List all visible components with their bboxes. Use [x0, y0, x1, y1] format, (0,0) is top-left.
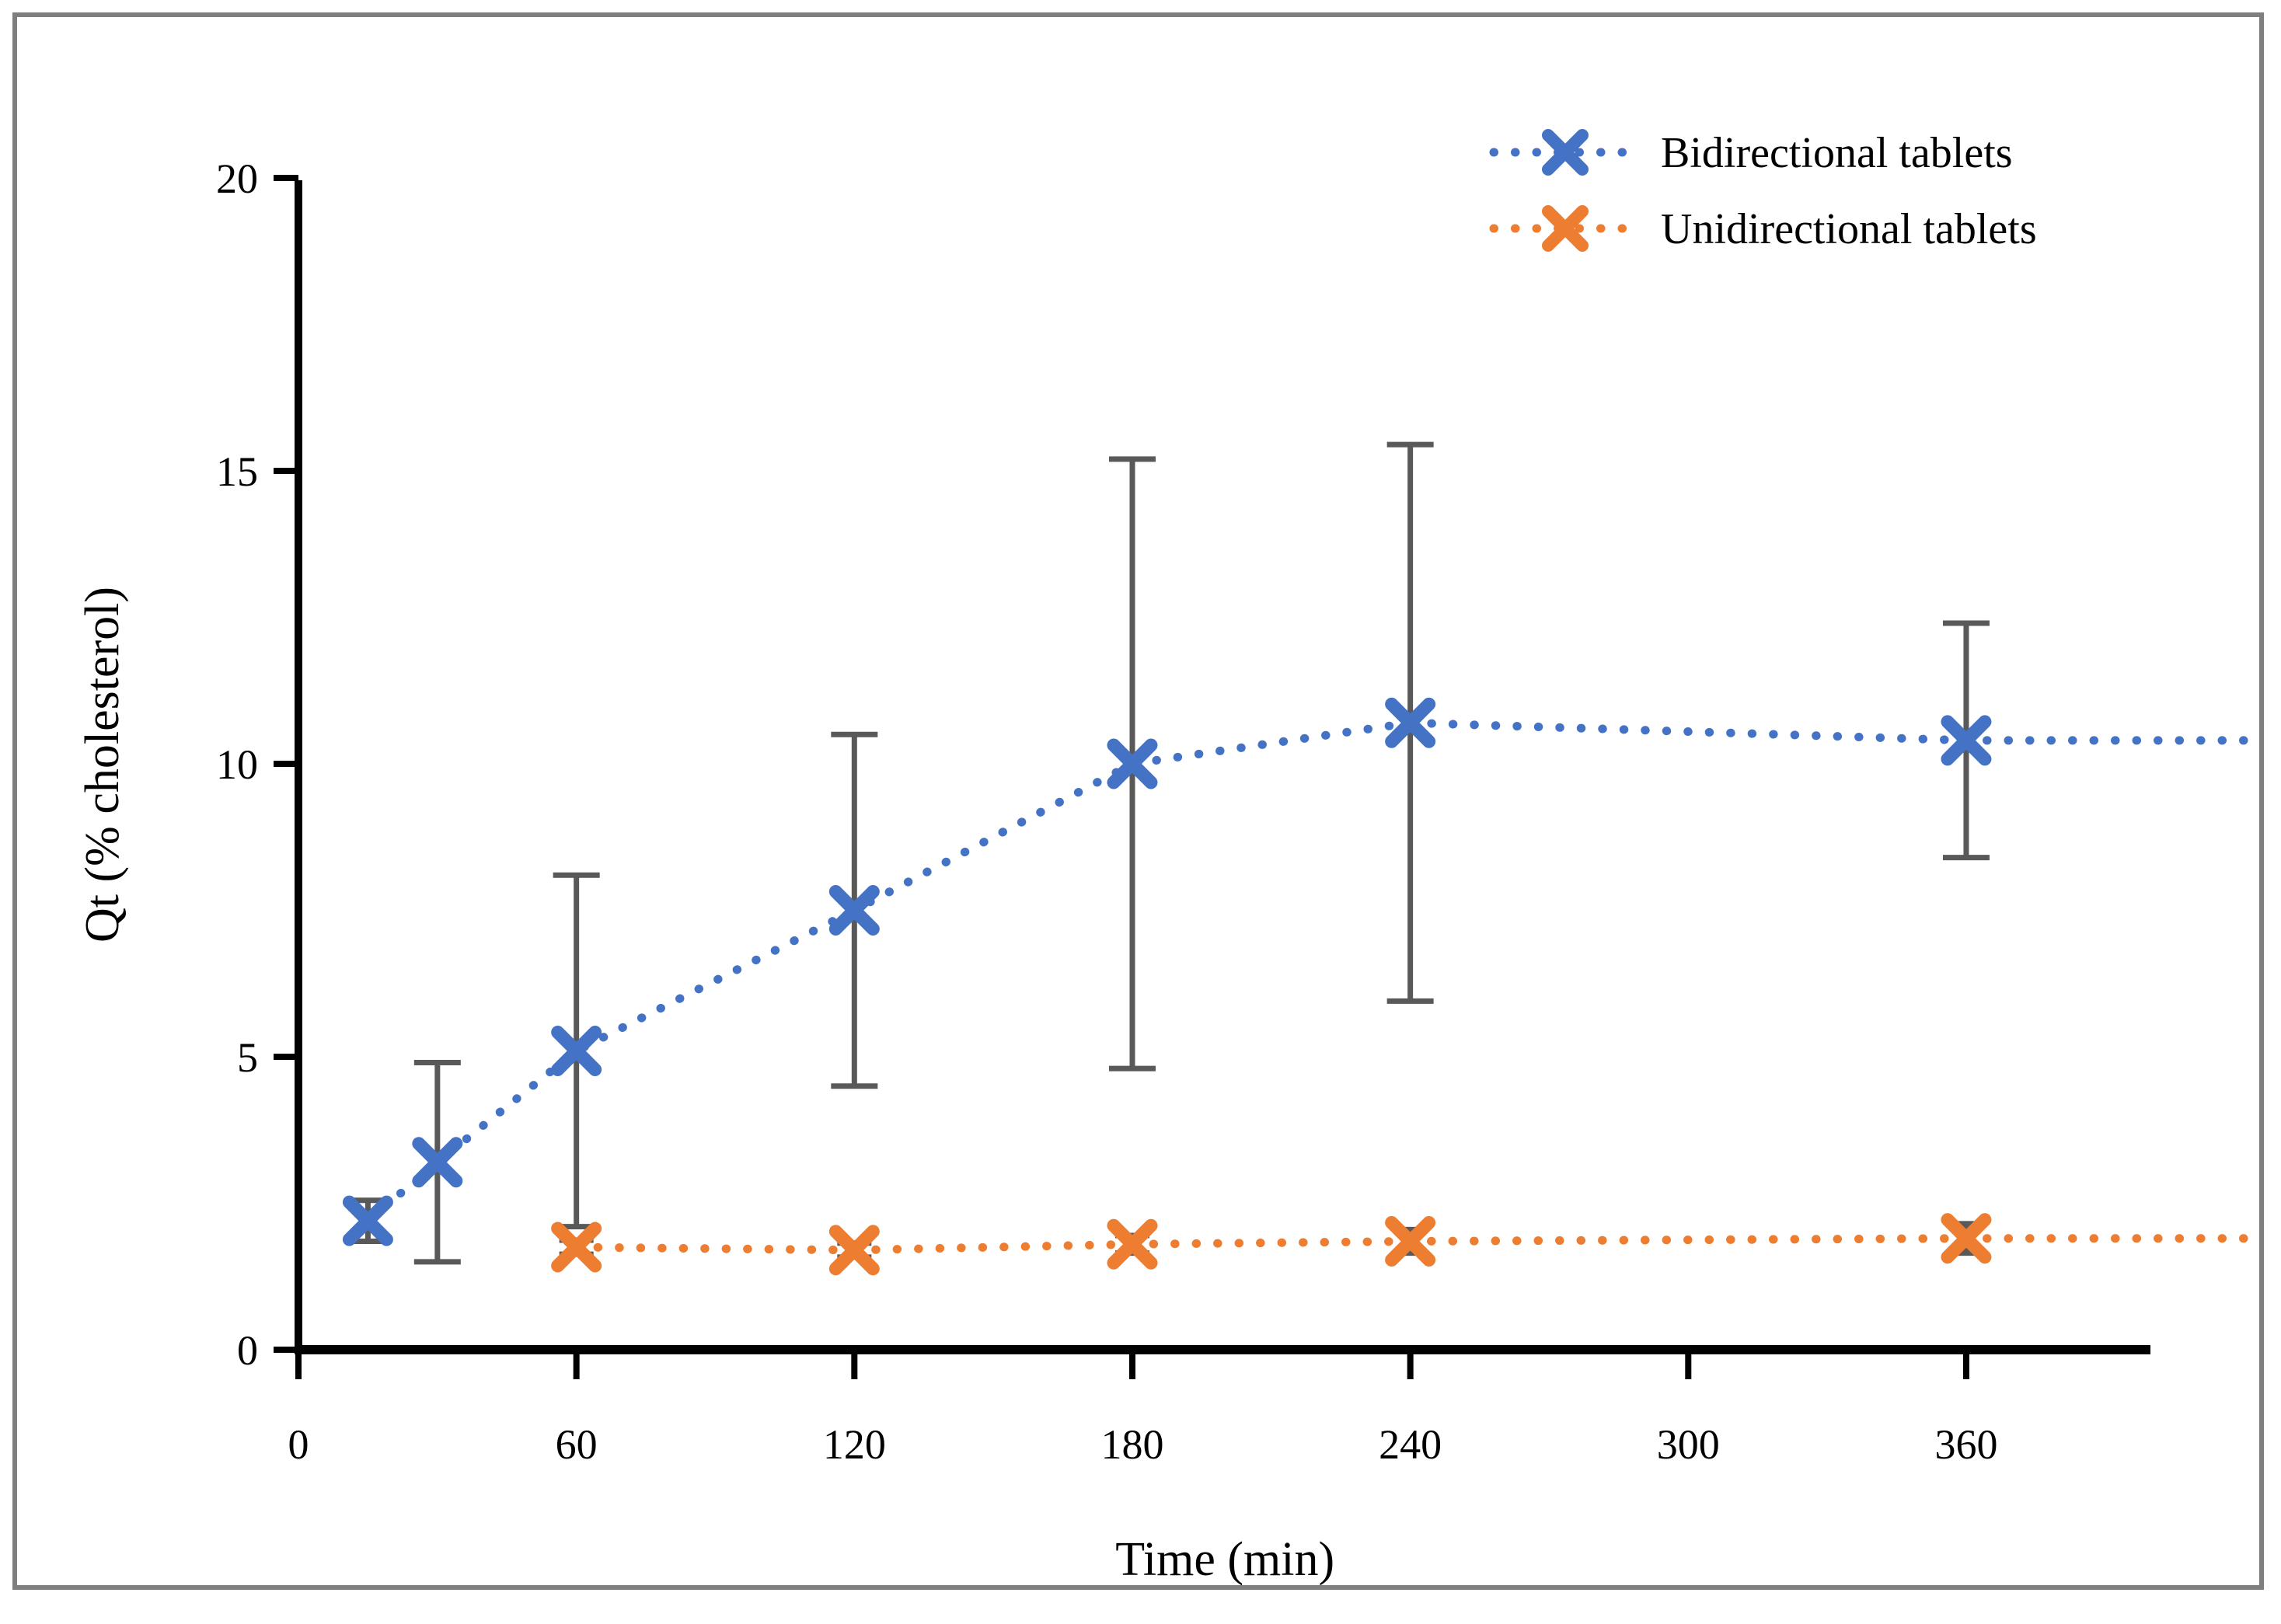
legend: Bidirectional tablets Unidirectional tabl… — [1489, 129, 2037, 253]
x-tick-label: 180 — [1100, 1421, 1163, 1468]
y-tick-label: 15 — [216, 448, 258, 495]
y-tick-label: 20 — [216, 155, 258, 202]
release-profile-chart: 0 5 10 15 20 0 60 120 180 240 300 360 Time (min) Qt (… — [76, 129, 2254, 1586]
x-tick-label: 0 — [288, 1421, 309, 1468]
legend-item: Unidirectional tablets — [1489, 205, 2037, 253]
data-point-marker — [1385, 1216, 1436, 1267]
figure-border: 0 5 10 15 20 0 60 120 180 240 300 360 Time (min) Qt (… — [12, 12, 2264, 1590]
data-point-marker — [342, 1195, 393, 1246]
data-point-marker — [551, 1025, 602, 1076]
data-point-marker — [1385, 697, 1436, 748]
legend-marker — [1542, 129, 1589, 176]
series-dotted-line — [572, 1234, 2254, 1255]
x-tick-label: 300 — [1657, 1421, 1720, 1468]
data-point-marker — [828, 885, 880, 936]
y-axis-title: Qt (% cholesterol) — [76, 587, 129, 943]
x-tick-label: 360 — [1934, 1421, 1997, 1468]
data-point-marker — [551, 1221, 602, 1273]
x-tick-label: 60 — [556, 1421, 598, 1468]
x-axis-title: Time (min) — [1115, 1533, 1334, 1586]
y-tick-label: 0 — [237, 1327, 258, 1374]
data-point-marker — [1941, 715, 1992, 766]
x-tick-label: 240 — [1379, 1421, 1442, 1468]
y-tick-label: 5 — [237, 1034, 258, 1081]
legend-marker — [1542, 205, 1589, 252]
data-point-marker — [1107, 1218, 1158, 1270]
legend-label: Bidirectional tablets — [1661, 129, 2013, 177]
data-point-marker — [1107, 738, 1158, 789]
axes: 0 5 10 15 20 0 60 120 180 240 300 360 Time (min) Qt (… — [76, 155, 2150, 1586]
legend-label: Unidirectional tablets — [1661, 205, 2037, 253]
y-tick-label: 10 — [216, 741, 258, 788]
series-bidirectional — [342, 441, 2254, 1265]
series-unidirectional — [551, 1213, 2254, 1276]
data-point-marker — [1941, 1213, 1992, 1264]
x-tick-label: 120 — [823, 1421, 886, 1468]
data-point-marker — [412, 1137, 463, 1188]
data-point-marker — [828, 1225, 880, 1276]
legend-item: Bidirectional tablets — [1489, 129, 2013, 177]
